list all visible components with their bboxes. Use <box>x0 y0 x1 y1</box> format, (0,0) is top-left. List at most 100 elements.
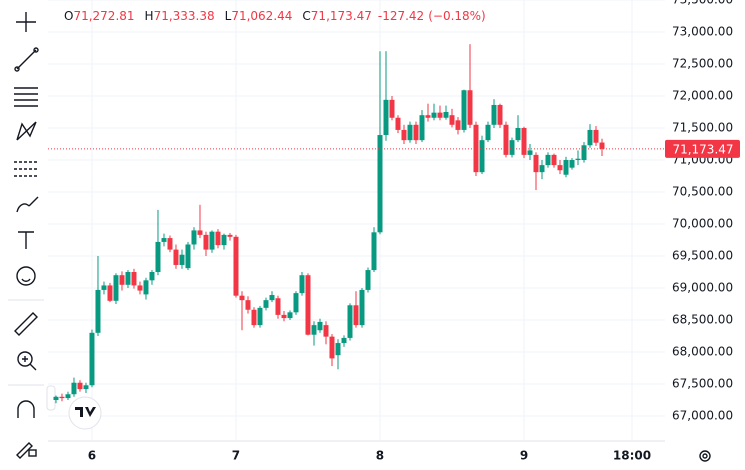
candle-body <box>503 124 509 155</box>
change: -127.42 <box>378 9 424 23</box>
ruler-tool[interactable] <box>14 312 38 336</box>
candle-body <box>203 234 209 250</box>
ohlc-value: 71,272.81 <box>73 9 134 23</box>
tv-logo <box>68 396 102 430</box>
candle-body <box>251 309 257 326</box>
y-tick-label: 71,500.00 <box>672 121 733 135</box>
candle-body <box>71 382 77 395</box>
candle-body <box>581 145 587 160</box>
last-price-label: 71,173.47 <box>672 142 733 156</box>
x-tick-label: 7 <box>232 449 240 463</box>
ohlc-value: 71,062.44 <box>231 9 292 23</box>
candle-body <box>593 129 599 143</box>
y-tick-label: 70,500.00 <box>672 185 733 199</box>
candle-body <box>527 150 533 155</box>
ohlc-label: O <box>64 9 73 23</box>
candle-body <box>107 285 113 301</box>
prediction-tool[interactable] <box>14 161 38 177</box>
candle-body <box>491 104 497 125</box>
plot-area: 6 7 8 9 18:00 67,000.00 67,500.00 68,000.00 68,5… <box>48 0 740 463</box>
change-pct: (−0.18%) <box>428 9 486 23</box>
text-tool[interactable] <box>18 231 34 249</box>
candle-body <box>551 154 557 166</box>
x-tick-label: 6 <box>88 449 96 463</box>
candle-body <box>215 231 221 246</box>
candle-body <box>437 112 443 118</box>
crosshair-tool[interactable] <box>16 12 36 32</box>
toolbar <box>8 12 56 459</box>
candle-body <box>77 382 83 390</box>
candle-body <box>53 396 59 400</box>
candle-body <box>383 99 389 136</box>
candle-body <box>461 90 467 130</box>
magnet-tool[interactable] <box>17 400 35 418</box>
candle-body <box>599 142 605 149</box>
candle-body <box>389 99 395 118</box>
candle-body <box>395 117 401 130</box>
y-tick-label: 68,000.00 <box>672 345 733 359</box>
candle-body <box>443 112 449 118</box>
candle-body <box>407 124 413 141</box>
candle-body <box>365 270 371 290</box>
candle-body <box>485 124 491 141</box>
candle-body <box>311 325 317 335</box>
candle-body <box>191 230 197 245</box>
candle-body <box>179 254 185 265</box>
candle-body <box>113 275 119 301</box>
candle-body <box>143 280 149 295</box>
candle-body <box>347 305 353 338</box>
candle-body <box>281 314 287 319</box>
candle-body <box>263 300 269 308</box>
emoji-tool[interactable] <box>16 266 36 286</box>
y-tick-label: 67,000.00 <box>672 409 733 423</box>
x-tick-label: 18:00 <box>613 449 651 463</box>
trendline-tool[interactable] <box>14 47 39 72</box>
candle-body <box>233 236 239 296</box>
x-tick-label: 8 <box>376 449 384 463</box>
candle-body <box>467 90 473 125</box>
ohlc-value: 71,173.47 <box>311 9 372 23</box>
fib-tool[interactable] <box>14 87 38 107</box>
y-tick-label: 72,500.00 <box>672 57 733 71</box>
zoom-tool[interactable] <box>17 351 37 371</box>
candle-body <box>149 272 155 281</box>
ohlc-label: C <box>302 9 310 23</box>
candle-body <box>413 124 419 141</box>
candle-body <box>239 295 245 301</box>
ohlc-label: H <box>145 9 154 23</box>
y-tick-label: 73,000.00 <box>672 25 733 39</box>
candle-body <box>209 231 215 250</box>
candle-body <box>95 289 101 333</box>
candle-body <box>401 129 407 141</box>
candle-body <box>89 332 95 386</box>
candle-body <box>533 154 539 173</box>
candle-body <box>569 160 575 168</box>
candle-body <box>425 115 431 118</box>
y-tick-label: 72,000.00 <box>672 89 733 103</box>
candle-body <box>341 337 347 344</box>
candle-body <box>575 158 581 160</box>
candle-body <box>83 385 89 390</box>
candle-body <box>335 343 341 356</box>
candle-body <box>377 135 383 233</box>
y-tick-label: 67,500.00 <box>672 377 733 391</box>
candle-body <box>359 289 365 326</box>
ohlc-header: O71,272.81 H71,333.38 L71,062.44 C71,173.47… <box>64 9 486 23</box>
settings-gear[interactable] <box>699 450 711 462</box>
candle-body <box>161 238 167 242</box>
candle-body <box>521 128 527 155</box>
candle-body <box>299 275 305 294</box>
candle-body <box>221 234 227 246</box>
lock-tool[interactable] <box>16 442 37 459</box>
pattern-tool[interactable] <box>16 121 37 141</box>
y-tick-label: 69,000.00 <box>672 281 733 295</box>
ohlc-text: O71,272.81 H71,333.38 L71,062.44 C71,173.47… <box>64 9 486 23</box>
x-tick-label: 9 <box>520 449 528 463</box>
candle-body <box>455 120 461 130</box>
candle-body <box>131 272 137 286</box>
candle-body <box>155 241 161 272</box>
candle-body <box>269 295 275 301</box>
candle-body <box>173 249 179 265</box>
candle-body <box>515 128 521 141</box>
brush-tool[interactable] <box>16 196 39 213</box>
